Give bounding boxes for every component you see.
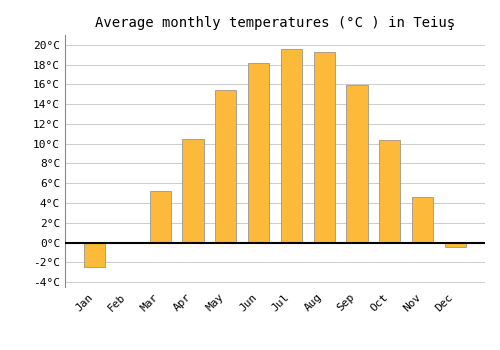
Bar (314, 52, 335, 243)
Bar (346, 85, 368, 243)
Bar (150, 191, 171, 243)
Bar (280, 49, 302, 243)
Bar (444, 243, 466, 247)
Bar (84, 243, 106, 267)
Bar (248, 63, 270, 243)
Title: Average monthly temperatures (°C ) in Teiuş: Average monthly temperatures (°C ) in Te… (95, 16, 455, 30)
Bar (215, 90, 236, 243)
Bar (412, 197, 433, 243)
Bar (182, 139, 204, 243)
Bar (379, 140, 400, 243)
